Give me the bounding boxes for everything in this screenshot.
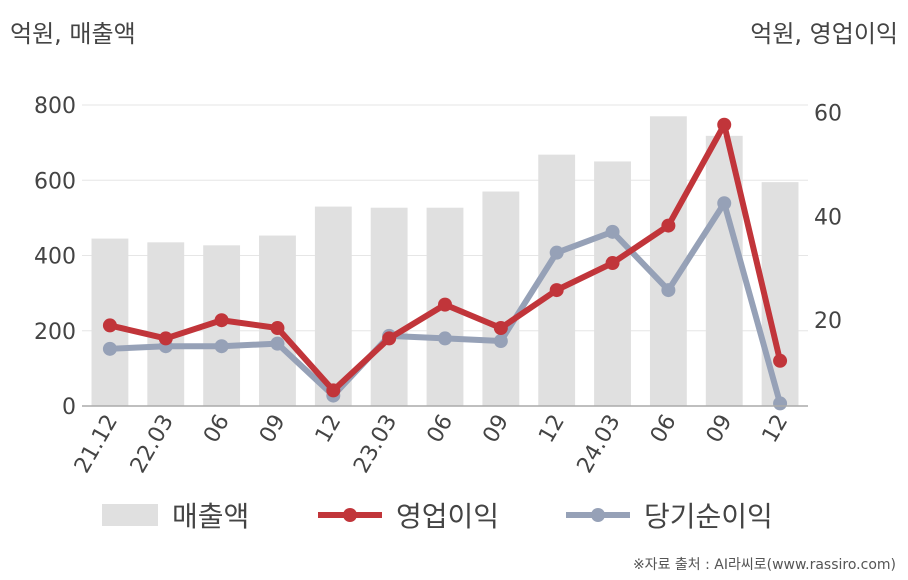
bar xyxy=(594,161,631,406)
net-income-point xyxy=(661,283,676,298)
left-tick-label: 400 xyxy=(34,245,76,270)
legend-label-operating-profit: 영업이익 xyxy=(396,500,500,533)
bar xyxy=(538,154,576,406)
source-credit: ※자료 출처 : AI라씨로(www.rassiro.com) xyxy=(632,557,896,573)
net-income-point xyxy=(493,334,508,349)
right-tick-label: 40 xyxy=(814,205,842,230)
left-tick-label: 0 xyxy=(62,395,76,420)
net-income-point xyxy=(549,245,564,260)
profit-lines xyxy=(102,117,788,411)
operating-profit-point xyxy=(382,331,397,346)
revenue-bars xyxy=(91,116,799,407)
x-tick-label: 09 xyxy=(255,411,291,448)
operating-profit-point xyxy=(270,321,285,336)
legend: 매출액 영업이익 당기순이익 xyxy=(0,495,908,535)
x-tick-label: 06 xyxy=(199,411,235,448)
x-tick-label: 12 xyxy=(311,411,347,448)
x-tick-label: 24.03 xyxy=(573,411,626,478)
right-tick-label: 20 xyxy=(814,309,842,334)
operating-profit-point xyxy=(326,383,341,398)
bar xyxy=(482,191,520,406)
x-tick-label: 09 xyxy=(702,411,738,448)
legend-line-swatch-operating xyxy=(318,508,382,522)
net-income-point xyxy=(605,224,620,239)
left-tick-label: 600 xyxy=(34,169,76,194)
x-tick-label: 06 xyxy=(423,411,459,448)
bar xyxy=(649,116,687,406)
operating-profit-point xyxy=(717,117,732,132)
operating-profit-point xyxy=(773,353,788,368)
net-income-point xyxy=(438,331,452,346)
legend-label-net-income: 당기순이익 xyxy=(644,500,773,533)
net-income-point xyxy=(214,339,229,354)
left-tick-label: 800 xyxy=(34,94,76,119)
operating-profit-point xyxy=(102,318,117,333)
operating-profit-point xyxy=(549,283,564,298)
legend-line-swatch-net xyxy=(566,508,630,522)
legend-item-operating-profit: 영업이익 xyxy=(318,495,499,535)
net-income-point xyxy=(270,336,285,351)
legend-item-revenue: 매출액 xyxy=(102,495,249,535)
x-tick-label: 12 xyxy=(534,411,570,448)
operating-profit-point xyxy=(661,218,676,233)
operating-profit-point xyxy=(493,321,508,336)
operating-profit-point xyxy=(438,297,452,312)
bar xyxy=(147,242,185,406)
left-axis-unit: 억원, 매출액 xyxy=(10,20,136,48)
x-tick-label: 06 xyxy=(646,411,682,448)
legend-item-net-income: 당기순이익 xyxy=(566,495,773,535)
net-income-point xyxy=(102,341,117,356)
right-tick-label: 60 xyxy=(814,101,842,126)
operating-profit-point xyxy=(605,256,620,271)
bar xyxy=(370,207,408,406)
x-tick-label: 23.03 xyxy=(349,411,402,478)
x-tick-label: 12 xyxy=(758,411,794,448)
right-axis-unit: 억원, 영업이익 xyxy=(750,20,898,48)
net-income-point xyxy=(717,196,732,211)
x-tick-label: 22.03 xyxy=(126,411,179,478)
left-tick-label: 200 xyxy=(34,320,76,345)
bar xyxy=(259,235,296,406)
operating-profit-point xyxy=(158,331,173,346)
net-income-point xyxy=(773,396,788,411)
x-tick-label: 09 xyxy=(478,411,514,448)
legend-label-revenue: 매출액 xyxy=(172,500,250,533)
legend-bar-swatch xyxy=(102,504,158,526)
x-tick-label: 21.12 xyxy=(70,411,123,478)
operating-profit-point xyxy=(214,313,229,328)
